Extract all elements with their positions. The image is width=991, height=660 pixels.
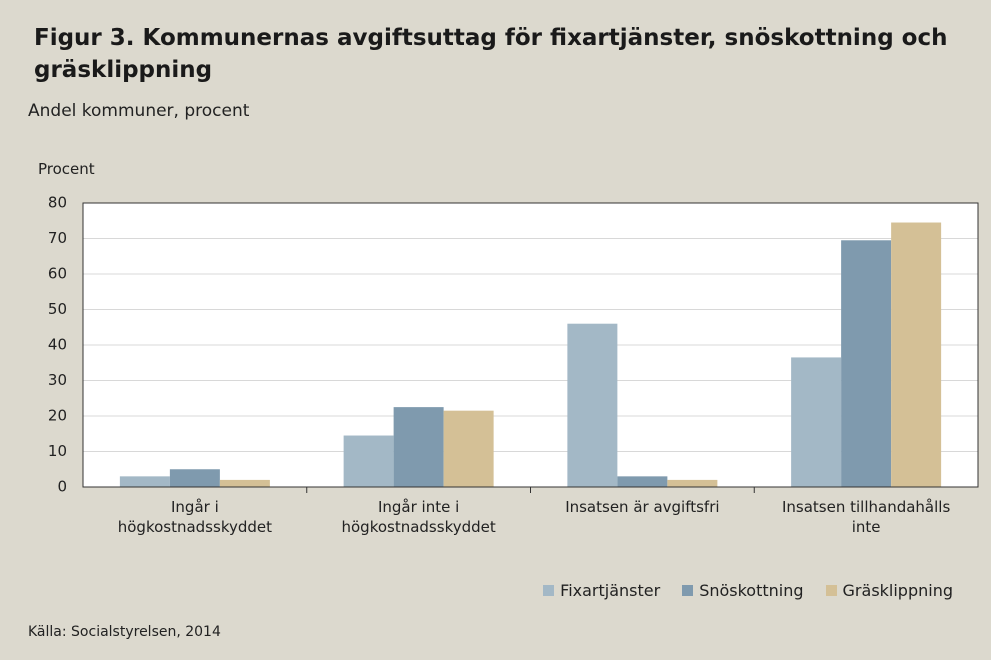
- y-tick-label: 10: [48, 442, 67, 460]
- legend-label: Fixartjänster: [560, 581, 661, 600]
- y-tick-label: 0: [57, 478, 67, 496]
- legend-item: Fixartjänster: [543, 581, 660, 600]
- x-tick-label: Ingår inte i högkostnadsskyddet: [341, 498, 496, 536]
- legend-item: Gräsklippning: [825, 581, 953, 600]
- legend-swatch: [825, 585, 837, 596]
- bar: [791, 357, 842, 487]
- chart-title: Figur 3. Kommunernas avgiftsuttag för fi…: [34, 25, 948, 83]
- bar: [219, 479, 270, 487]
- x-tick-label: Ingår i högkostnadsskyddet: [117, 498, 272, 536]
- bar: [891, 222, 942, 487]
- source: Källa: Socialstyrelsen, 2014: [28, 624, 221, 640]
- y-tick-label: 50: [48, 300, 67, 318]
- legend-label: Gräsklippning: [842, 581, 953, 600]
- bar: [617, 476, 668, 487]
- bar: [169, 469, 220, 487]
- bar: [343, 435, 394, 487]
- bar: [667, 479, 718, 487]
- y-tick-label: 40: [48, 336, 67, 354]
- subtitle: Andel kommuner, procent: [28, 101, 250, 121]
- legend-swatch: [543, 585, 555, 596]
- legend-swatch: [682, 585, 694, 596]
- x-tick-label: Insatsen är avgiftsfri: [565, 498, 720, 516]
- legend: Fixartjänster Snöskottning Gräsklippning: [543, 581, 953, 600]
- y-tick-label: 60: [48, 265, 67, 283]
- y-tick-label: 30: [48, 371, 67, 389]
- bar: [567, 323, 618, 487]
- y-tick-label: 20: [48, 407, 67, 425]
- bar: [119, 476, 170, 487]
- x-tick-label: Insatsen tillhandahålls inte: [781, 498, 951, 536]
- legend-item: Snöskottning: [682, 581, 804, 600]
- y-tick-label: 70: [48, 229, 67, 247]
- bar: [443, 410, 494, 487]
- bar: [393, 407, 444, 487]
- legend-label: Snöskottning: [699, 581, 804, 600]
- y-tick-label: 80: [48, 194, 67, 212]
- y-axis-label: Procent: [38, 160, 95, 178]
- bar: [841, 240, 892, 487]
